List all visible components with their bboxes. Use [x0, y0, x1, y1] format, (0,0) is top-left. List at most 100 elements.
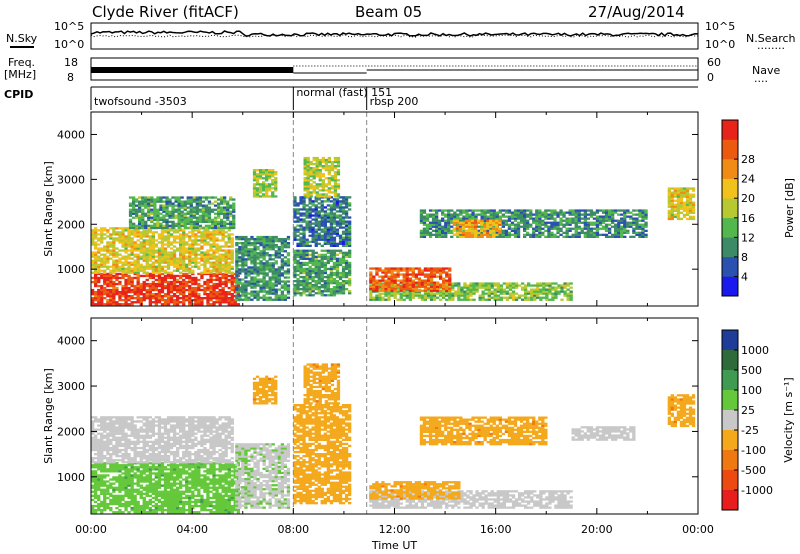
power-cell	[227, 263, 231, 266]
power-cell	[554, 292, 558, 295]
power-cell	[182, 274, 186, 278]
power-cell	[305, 204, 309, 207]
power-cell	[224, 241, 228, 244]
power-cell	[396, 298, 400, 301]
power-cell	[132, 206, 136, 209]
power-cell	[314, 234, 318, 237]
power-cell	[344, 242, 349, 245]
power-cell	[632, 219, 636, 222]
power-cell	[462, 211, 466, 214]
power-cell	[133, 276, 137, 280]
power-cell	[118, 269, 122, 272]
power-cell	[185, 263, 189, 266]
power-cell	[172, 259, 177, 262]
power-cell	[139, 267, 143, 270]
power-cell	[312, 158, 316, 162]
power-cell	[259, 244, 263, 247]
station-title: Clyde River (fitACF)	[92, 3, 239, 21]
power-cell	[311, 269, 315, 273]
power-cell	[247, 268, 251, 271]
power-cell	[253, 272, 257, 275]
power-cell	[638, 223, 642, 226]
power-cell	[141, 202, 145, 205]
power-cell	[213, 220, 218, 223]
power-cell	[507, 217, 512, 220]
power-cell	[524, 284, 528, 287]
power-cell	[112, 243, 116, 246]
power-cell	[502, 288, 506, 291]
power-cell	[165, 208, 169, 211]
power-cell	[293, 210, 297, 213]
power-cell	[341, 275, 346, 279]
power-cell	[478, 284, 482, 287]
power-cell	[296, 249, 300, 252]
power-cell	[247, 284, 251, 287]
power-cell	[148, 265, 152, 268]
power-cell	[369, 285, 373, 288]
power-cell	[378, 279, 382, 282]
power-cell	[165, 202, 169, 205]
power-cell	[221, 237, 225, 240]
power-cell	[124, 241, 128, 244]
power-cell	[320, 286, 324, 289]
power-cell	[179, 291, 183, 294]
power-cell	[524, 286, 528, 289]
power-cell	[338, 238, 343, 241]
power-cell	[541, 223, 545, 226]
power-cell	[333, 158, 338, 162]
power-cell	[617, 233, 621, 236]
power-cell	[157, 249, 162, 252]
power-cell	[417, 273, 422, 276]
power-cell	[204, 198, 209, 201]
power-cell	[255, 169, 260, 172]
power-cell	[97, 263, 101, 266]
power-cell	[97, 271, 101, 274]
power-cell	[516, 221, 521, 224]
power-cell	[387, 298, 391, 301]
power-cell	[213, 204, 218, 207]
power-cell	[495, 223, 499, 226]
power-cell	[559, 223, 563, 226]
power-cell	[109, 301, 113, 304]
power-cell	[303, 169, 307, 172]
power-cell	[253, 246, 257, 249]
power-cell	[638, 227, 642, 230]
power-cell	[136, 259, 140, 262]
power-cell	[332, 263, 337, 267]
power-cell	[532, 221, 536, 224]
power-cell	[157, 271, 162, 274]
power-cell	[330, 177, 335, 180]
power-cell	[133, 263, 137, 266]
power-cell	[467, 229, 472, 232]
power-cell	[305, 271, 309, 275]
power-cell	[387, 283, 391, 286]
power-cell	[550, 223, 554, 226]
power-cell	[323, 226, 327, 229]
power-cell	[94, 297, 98, 300]
power-cell	[94, 231, 98, 234]
power-cell	[191, 280, 195, 284]
power-cell	[226, 208, 230, 211]
power-cell	[611, 219, 615, 222]
power-cell	[463, 282, 467, 285]
power-cell	[224, 280, 228, 284]
power-cell	[293, 286, 297, 289]
power-cell	[451, 298, 455, 301]
power-cell	[348, 232, 352, 235]
power-cell	[562, 211, 566, 214]
power-cell	[324, 189, 328, 192]
power-cell	[338, 242, 343, 245]
power-cell	[121, 249, 125, 252]
power-cell	[554, 296, 558, 299]
power-cell	[238, 242, 242, 245]
power-cell	[638, 225, 642, 228]
power-cell	[323, 206, 327, 209]
power-cell	[486, 209, 490, 212]
power-cell	[212, 251, 216, 254]
power-cell	[338, 210, 343, 213]
power-cell	[435, 215, 439, 218]
power-cell	[311, 234, 315, 237]
power-cell	[589, 229, 594, 232]
power-cell	[375, 273, 379, 276]
power-cell	[100, 227, 104, 230]
